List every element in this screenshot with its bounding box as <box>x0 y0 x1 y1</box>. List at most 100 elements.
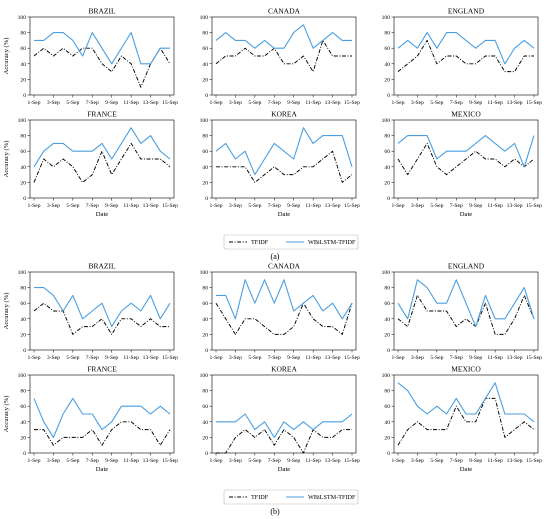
x-tick-label: 11-Sep <box>305 355 321 361</box>
y-tick-label: 80 <box>20 286 26 292</box>
y-tick-label: 60 <box>20 46 26 52</box>
plot-frame <box>393 16 539 96</box>
x-tick-label: 9-Sep <box>105 203 118 209</box>
x-tick-label: 3-Sep <box>47 100 60 106</box>
x-tick-label: 1-Sep <box>391 100 404 106</box>
y-tick-label: 0 <box>23 196 26 202</box>
x-tick-label: 1-Sep <box>209 100 222 106</box>
y-tick-label: 100 <box>18 15 27 21</box>
y-tick-label: 100 <box>18 118 27 124</box>
y-tick-label: 80 <box>202 31 208 37</box>
series-line-tfidf <box>216 150 353 183</box>
x-tick-label: 13-Sep <box>143 355 159 361</box>
x-axis-label: Date <box>278 211 291 218</box>
x-tick-label: 13-Sep <box>143 100 159 106</box>
plot-frame <box>29 374 175 454</box>
y-tick-label: 100 <box>18 373 27 379</box>
x-tick-label: 3-Sep <box>229 458 242 464</box>
x-tick-label: 13-Sep <box>507 458 523 464</box>
x-tick-label: 1-Sep <box>27 355 40 361</box>
x-tick-label: 13-Sep <box>507 355 523 361</box>
x-tick-label: 5-Sep <box>430 458 443 464</box>
series-line-tfidf <box>397 142 535 176</box>
x-tick-label: 3-Sep <box>411 355 424 361</box>
x-tick-label: 13-Sep <box>325 355 341 361</box>
x-tick-label: 1-Sep <box>27 100 40 106</box>
legend-b-wbilstm-label: WBiLSTM-TFIDF <box>308 494 356 501</box>
y-tick-label: 20 <box>20 332 26 338</box>
y-tick-label: 80 <box>202 286 208 292</box>
x-tick-label: 15-Sep <box>344 100 360 106</box>
plot-frame <box>211 374 357 454</box>
y-tick-label: 60 <box>384 404 390 410</box>
x-tick-label: 11-Sep <box>123 100 139 106</box>
x-tick-label: 15-Sep <box>526 355 542 361</box>
series-line-tfidf <box>33 302 170 335</box>
x-tick-label: 1-Sep <box>391 203 404 209</box>
x-tick-label: 7-Sep <box>450 203 463 209</box>
series-line-tfidf <box>215 39 352 73</box>
x-tick-label: 3-Sep <box>411 203 424 209</box>
y-tick-label: 20 <box>384 332 390 338</box>
y-tick-label: 80 <box>384 134 390 140</box>
y-tick-label: 60 <box>20 149 26 155</box>
x-tick-label: 15-Sep <box>162 203 178 209</box>
x-axis-label: Date <box>460 466 473 473</box>
x-tick-label: 15-Sep <box>526 458 542 464</box>
y-tick-label: 20 <box>202 332 208 338</box>
x-tick-label: 11-Sep <box>487 100 503 106</box>
x-tick-label: 13-Sep <box>325 458 341 464</box>
x-tick-label: 15-Sep <box>162 100 178 106</box>
legend-b: TFIDF WBiLSTM-TFIDF <box>223 489 359 505</box>
x-tick-label: 7-Sep <box>86 458 99 464</box>
x-axis-label: Date <box>460 211 473 218</box>
chart-title: BRAZIL <box>88 262 116 271</box>
y-tick-label: 0 <box>23 451 26 457</box>
y-tick-label: 60 <box>20 301 26 307</box>
series-line-wbilstm-tfidf <box>215 24 352 49</box>
y-tick-label: 80 <box>20 389 26 395</box>
y-tick-label: 20 <box>384 435 390 441</box>
x-tick-label: 7-Sep <box>268 203 281 209</box>
series-line-wbilstm-tfidf <box>33 397 171 438</box>
x-tick-label: 15-Sep <box>344 355 360 361</box>
x-tick-label: 7-Sep <box>86 355 99 361</box>
chart-title: ENGLAND <box>448 7 485 16</box>
series-line-tfidf <box>216 429 352 454</box>
x-tick-label: 15-Sep <box>344 458 360 464</box>
legend-a: TFIDF WBiLSTM-TFIDF <box>223 234 359 250</box>
x-axis-label: Date <box>278 466 291 473</box>
x-tick-label: 13-Sep <box>507 100 523 106</box>
y-axis-label: Accuracy (%) <box>3 38 10 75</box>
x-tick-label: 11-Sep <box>487 458 503 464</box>
y-tick-label: 40 <box>20 62 26 68</box>
x-tick-label: 7-Sep <box>450 458 463 464</box>
x-tick-label: 3-Sep <box>47 355 60 361</box>
y-tick-label: 80 <box>384 389 390 395</box>
y-tick-label: 40 <box>20 165 26 171</box>
y-axis-label: Accuracy (%) <box>3 141 10 178</box>
y-tick-label: 80 <box>20 134 26 140</box>
y-tick-label: 100 <box>382 15 391 21</box>
x-tick-label: 11-Sep <box>123 203 139 209</box>
x-tick-label: 7-Sep <box>86 203 99 209</box>
series-line-tfidf <box>33 47 171 88</box>
x-tick-label: 1-Sep <box>27 458 40 464</box>
y-tick-label: 100 <box>382 270 391 276</box>
x-tick-label: 1-Sep <box>209 203 222 209</box>
y-tick-label: 100 <box>200 270 209 276</box>
y-tick-label: 60 <box>202 301 208 307</box>
x-tick-label: 13-Sep <box>143 458 159 464</box>
panel-b-label: (b) <box>270 507 280 516</box>
x-tick-label: 11-Sep <box>305 100 321 106</box>
x-tick-label: 13-Sep <box>143 203 159 209</box>
y-tick-label: 0 <box>205 348 208 354</box>
y-tick-label: 40 <box>202 165 208 171</box>
y-tick-label: 100 <box>200 15 209 21</box>
x-tick-label: 9-Sep <box>287 458 300 464</box>
x-tick-label: 5-Sep <box>430 355 443 361</box>
series-line-wbilstm-tfidf <box>33 127 171 168</box>
chart-title: ENGLAND <box>448 262 485 271</box>
x-tick-label: 1-Sep <box>209 458 222 464</box>
panel-a-label: (a) <box>271 252 280 261</box>
